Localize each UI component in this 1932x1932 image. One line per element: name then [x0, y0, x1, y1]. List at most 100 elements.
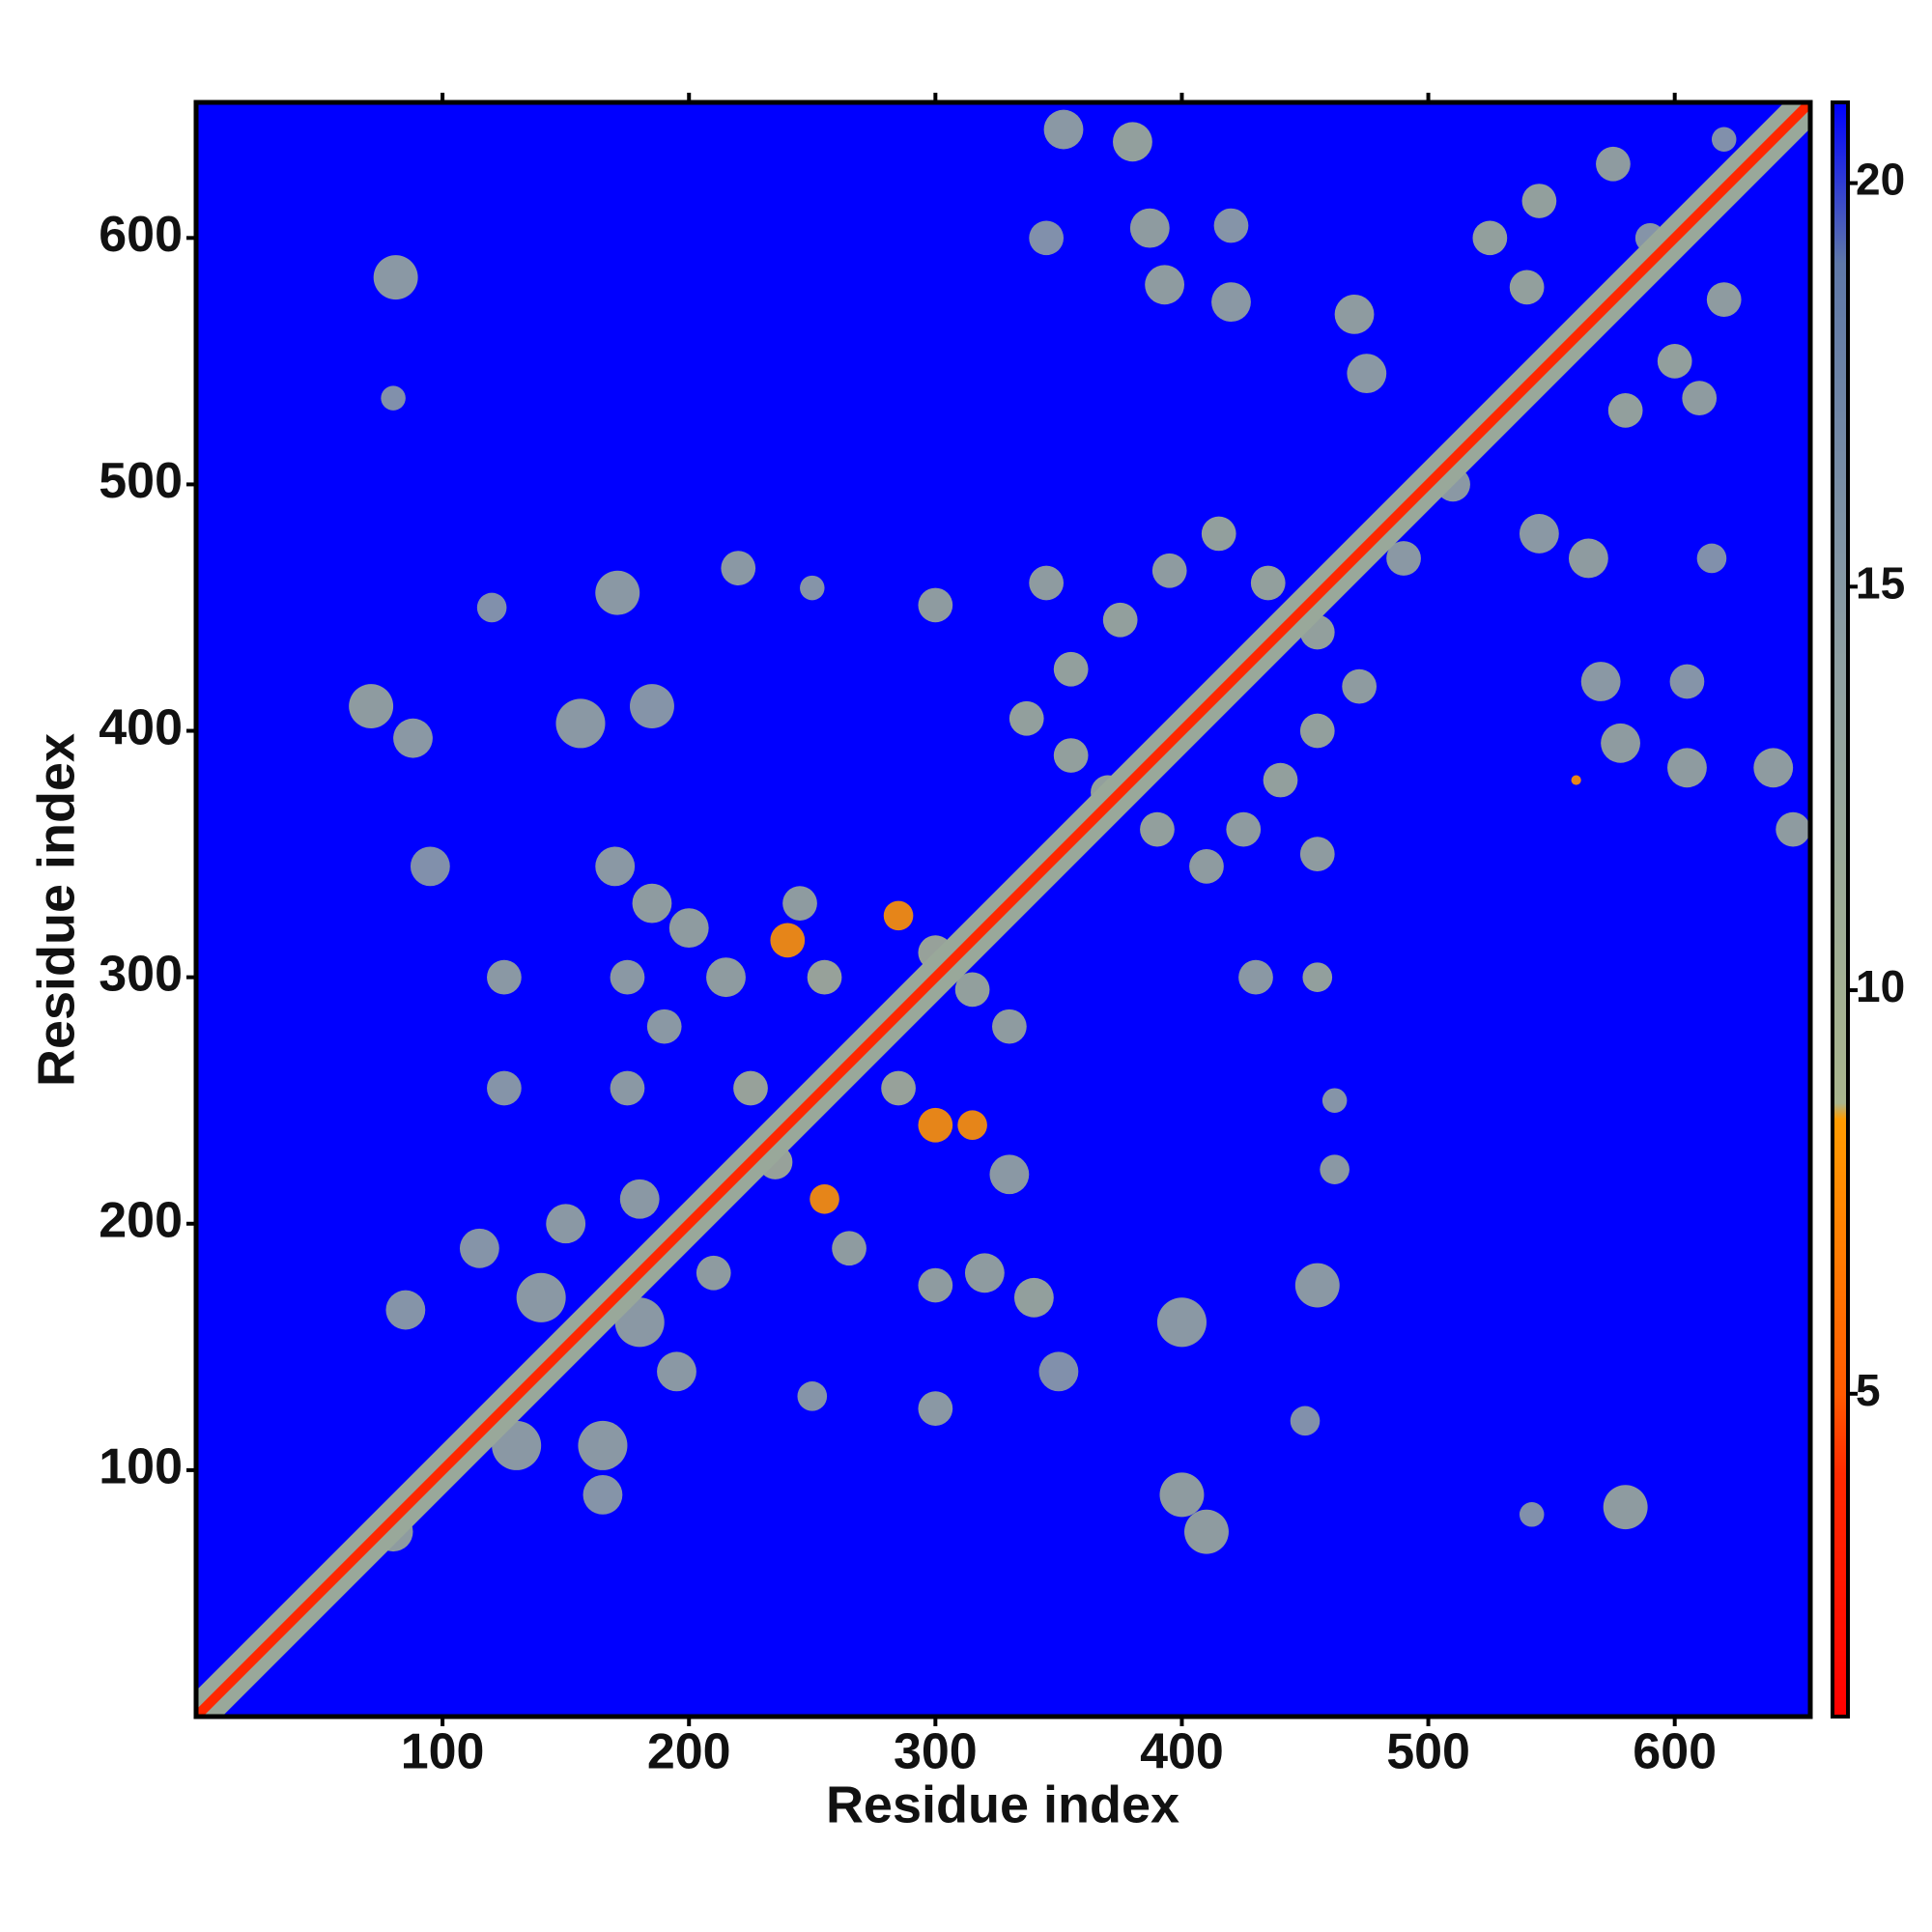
contact-cell: [1669, 664, 1705, 699]
contact-cell: [595, 846, 636, 887]
contact-cell: [630, 684, 674, 728]
contact-cell: [1607, 393, 1643, 428]
contact-cell: [1519, 514, 1559, 554]
contact-cell: [1029, 565, 1065, 601]
contact-cell: [1657, 344, 1692, 379]
contact-cell: [1347, 354, 1387, 394]
contact-cell: [810, 1183, 839, 1214]
contact-cell: [1029, 220, 1065, 256]
contact-cell: [1043, 109, 1084, 150]
contact-cell: [595, 570, 640, 615]
contact-cell: [1213, 208, 1249, 243]
contact-cell: [632, 883, 672, 923]
contact-cell: [1226, 811, 1262, 847]
y-axis-title: Residue index: [27, 733, 85, 1087]
contact-cell: [1596, 146, 1631, 182]
contact-cell: [610, 959, 645, 995]
contact-cell: [1667, 748, 1707, 788]
contact-cell: [918, 587, 953, 623]
contact-cell: [989, 1154, 1030, 1195]
contact-cell: [1038, 1351, 1079, 1392]
colorbar-tick-label: 15: [1856, 557, 1905, 608]
contact-cell: [1521, 184, 1557, 218]
contact-cell: [476, 592, 507, 623]
contact-cell: [1580, 662, 1621, 701]
contact-cell: [1603, 1485, 1648, 1530]
contact-cell: [954, 972, 990, 1008]
contact-cell: [381, 385, 406, 411]
contact-cell: [349, 684, 394, 728]
contact-cell: [578, 1420, 628, 1470]
contact-cell: [393, 718, 433, 758]
contact-cell: [1682, 381, 1718, 415]
contact-cell: [373, 255, 418, 300]
contact-cell: [459, 1228, 499, 1268]
contact-cell: [1321, 1088, 1348, 1113]
x-tick-label: 300: [894, 1724, 978, 1780]
contact-cell: [1386, 541, 1421, 576]
y-tick-label: 400: [99, 699, 183, 755]
contact-cell: [1053, 738, 1089, 773]
contact-cell: [800, 575, 825, 601]
contact-cell: [487, 959, 522, 995]
contact-cell: [646, 1009, 682, 1044]
contact-cell: [1053, 651, 1089, 687]
diagonal: [196, 102, 1810, 1717]
x-axis-title: Residue index: [826, 1776, 1179, 1833]
contact-cell: [957, 1110, 987, 1141]
x-tick-label: 500: [1386, 1724, 1470, 1780]
contact-cell: [964, 1253, 1005, 1293]
contact-cell: [610, 1070, 645, 1106]
contact-cell: [1320, 1154, 1350, 1184]
contact-cell: [657, 1351, 696, 1392]
contact-cell: [487, 1070, 522, 1106]
contact-cell: [918, 1107, 953, 1143]
contact-cell: [1711, 127, 1737, 153]
contact-cell: [619, 1179, 660, 1219]
contact-cell: [1013, 1277, 1054, 1318]
colorbar: [1831, 100, 1850, 1719]
contact-cell: [1571, 775, 1581, 785]
colorbar-tick-label: 5: [1856, 1365, 1881, 1415]
contact-cell: [1238, 959, 1273, 995]
contact-cell: [1102, 602, 1138, 638]
contact-cell: [1159, 1472, 1205, 1518]
contact-cell: [797, 1381, 828, 1411]
contact-cell: [1519, 1502, 1545, 1527]
contact-cell: [1250, 565, 1286, 601]
contact-cell: [721, 551, 756, 586]
contact-cell: [582, 1474, 623, 1515]
contact-cell: [1776, 811, 1810, 847]
x-tick-label: 100: [401, 1724, 485, 1780]
contact-cell: [1189, 848, 1224, 884]
contact-cell: [1009, 700, 1044, 736]
contact-cell: [992, 1009, 1027, 1044]
x-tick-label: 200: [647, 1724, 731, 1780]
contact-cell: [1201, 516, 1236, 552]
contact-cell: [1156, 1297, 1207, 1348]
contact-cell: [706, 957, 746, 998]
contact-cell: [385, 1290, 426, 1330]
contact-cell: [1334, 294, 1375, 334]
contact-cell: [1299, 713, 1335, 749]
contact-cell: [782, 886, 817, 921]
contact-cell: [555, 698, 606, 749]
contact-cell: [733, 1070, 768, 1106]
contact-cell: [1753, 748, 1794, 788]
contact-cell: [1151, 553, 1187, 588]
contact-cell: [1299, 837, 1335, 871]
plot-frame: [193, 99, 1813, 1719]
y-tick-label: 500: [99, 453, 183, 509]
y-tick-label: 600: [99, 207, 183, 263]
contact-cell: [1706, 282, 1742, 317]
contact-cell: [770, 923, 806, 958]
contact-cell: [1696, 543, 1727, 574]
contact-cell: [516, 1272, 566, 1322]
contact-cell: [668, 908, 709, 949]
contact-cell: [1113, 122, 1152, 162]
y-tick-label: 200: [99, 1193, 183, 1249]
contact-cell: [546, 1204, 586, 1244]
colorbar-tick-label: 20: [1856, 155, 1905, 205]
contact-cell: [1129, 208, 1170, 248]
